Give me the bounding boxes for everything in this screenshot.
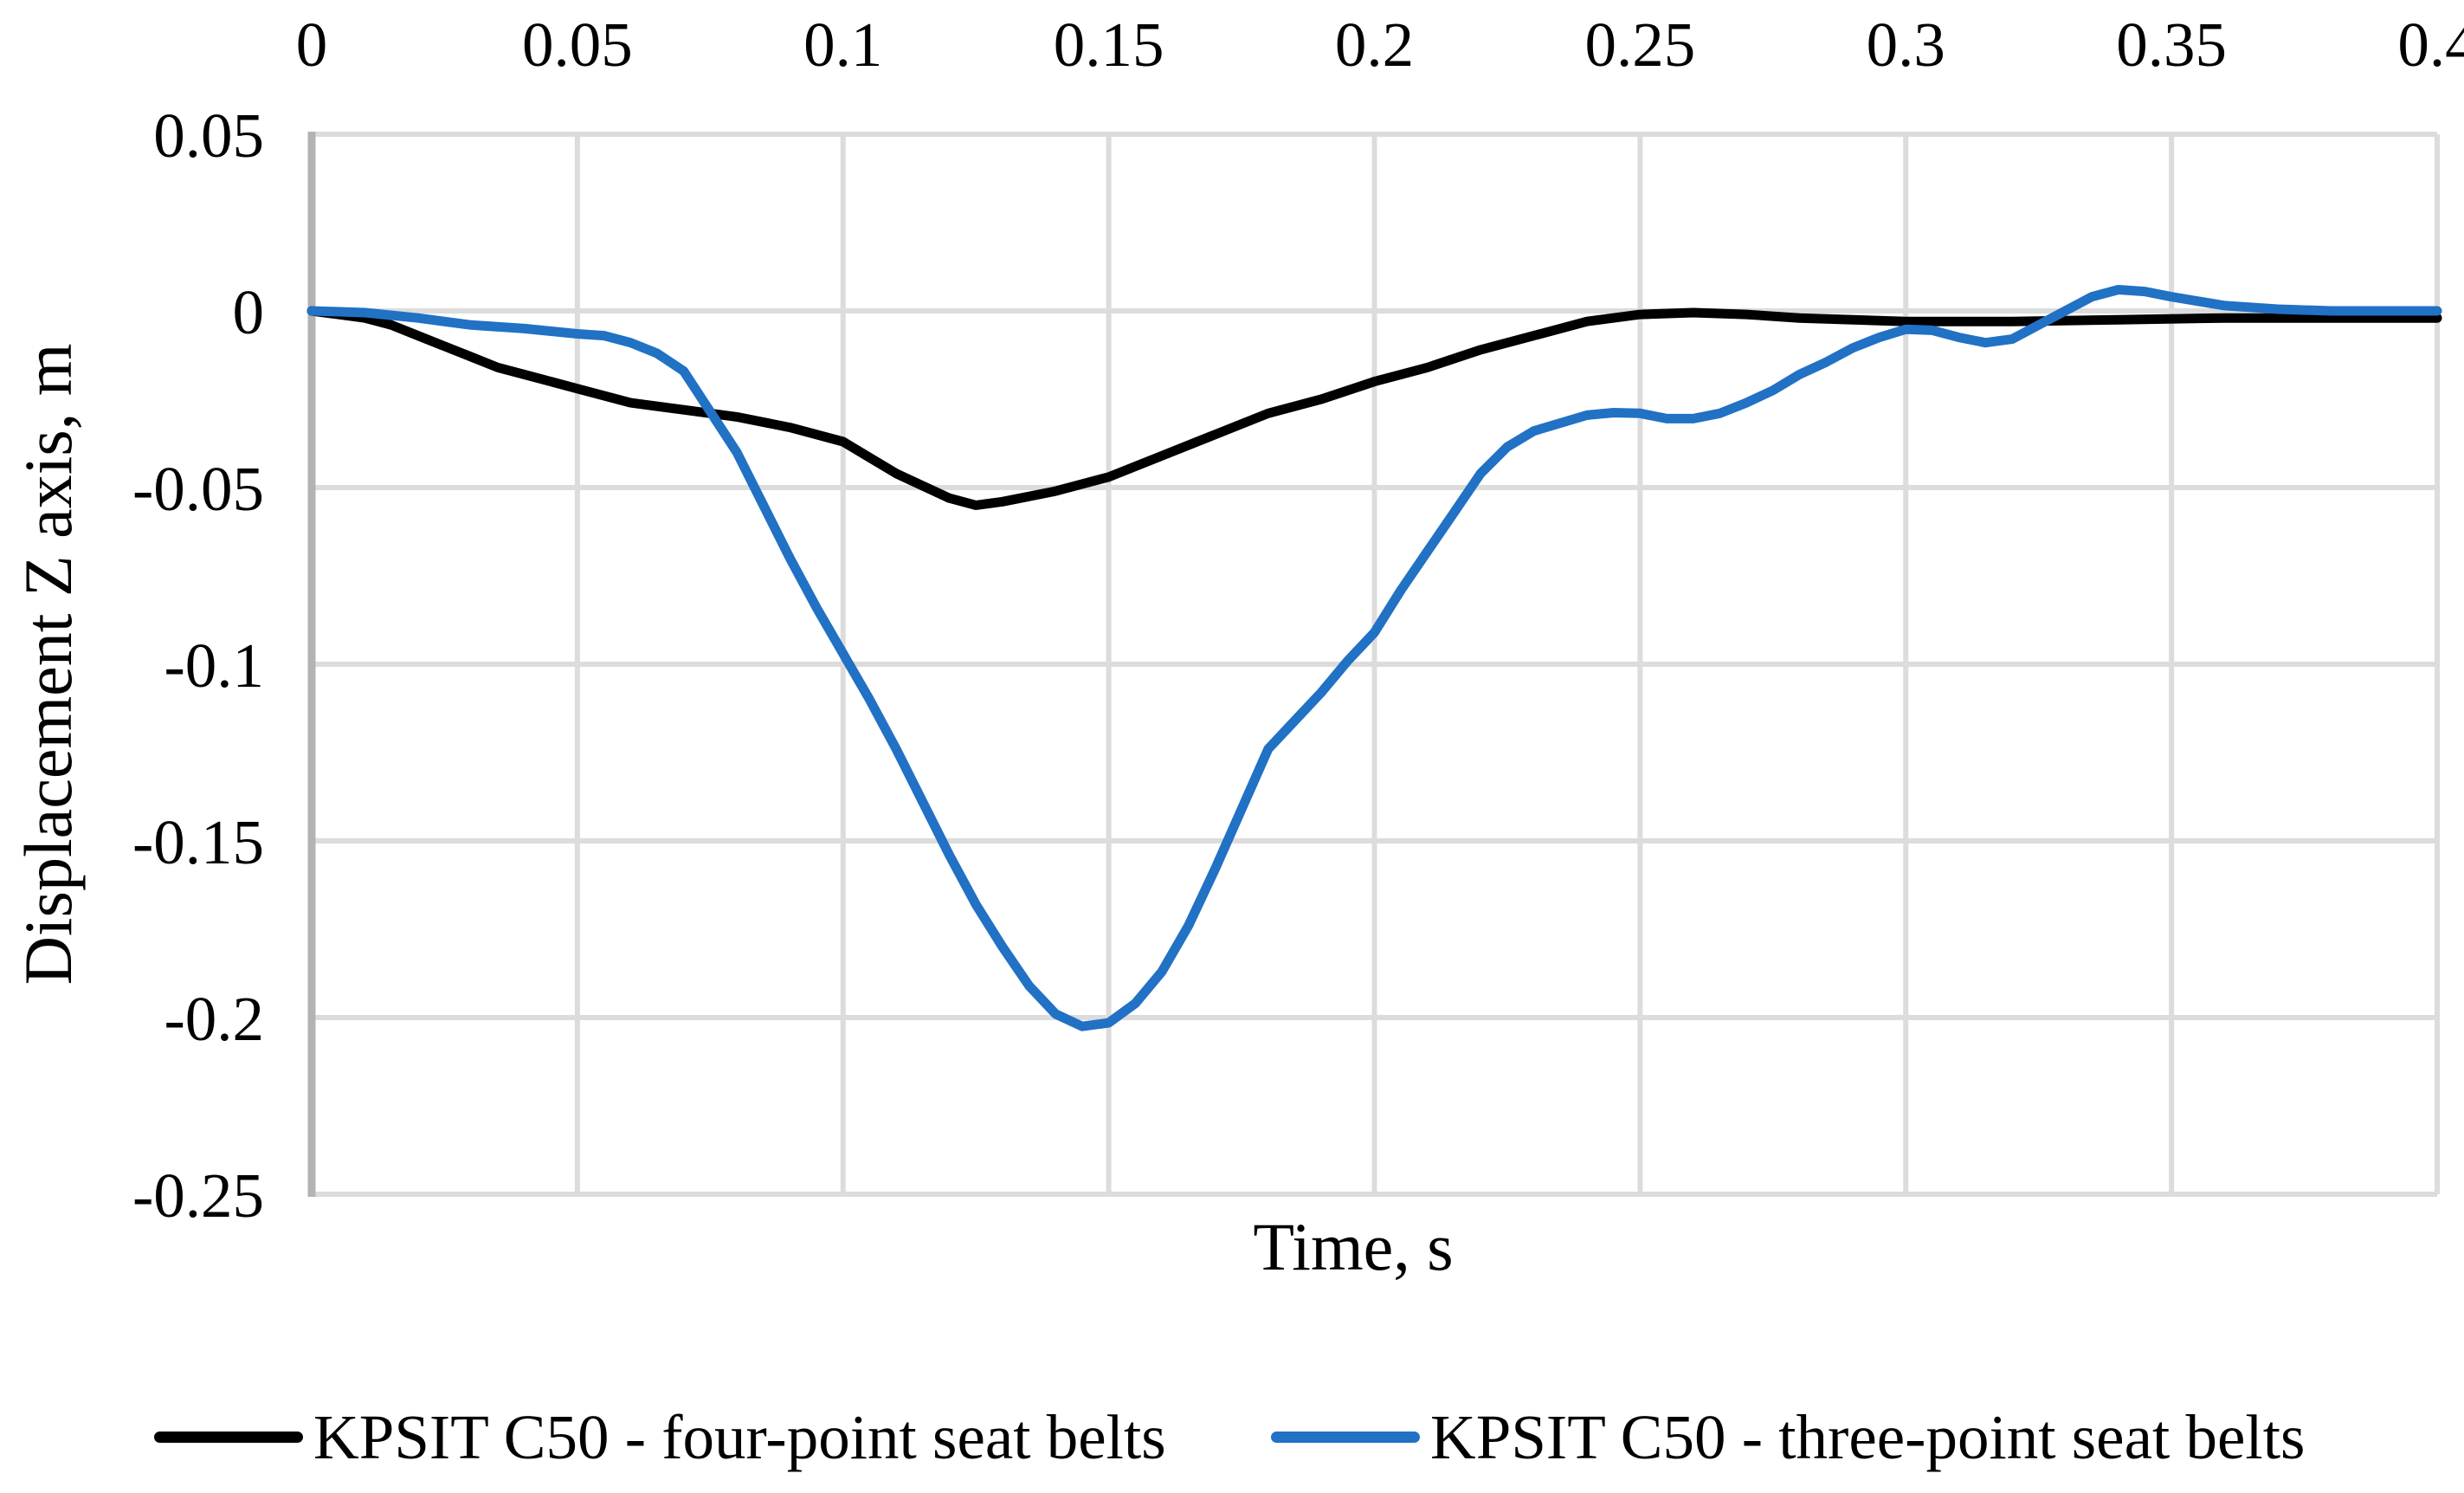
legend-entry-three-point: KPSIT C50 - three-point seat belts xyxy=(1271,1396,2305,1478)
series-line-three-point xyxy=(306,285,2442,1031)
y-tick-label: -0.15 xyxy=(132,807,264,877)
x-axis-title: Time, s xyxy=(1253,1209,1453,1284)
y-axis-tick-labels: 0.05 0 -0.05 -0.1 -0.15 -0.2 -0.25 xyxy=(132,100,264,1231)
x-tick-label: 0.3 xyxy=(1867,10,1945,80)
x-tick-label: 0.35 xyxy=(2116,10,2227,80)
legend-entry-four-point: KPSIT C50 - four-point seat belts xyxy=(154,1396,1166,1478)
x-tick-label: 0.25 xyxy=(1585,10,1696,80)
x-tick-label: 0.2 xyxy=(1335,10,1414,80)
y-tick-label: -0.05 xyxy=(132,454,264,524)
legend-label-four-point: KPSIT C50 - four-point seat belts xyxy=(313,1402,1166,1472)
series-lines xyxy=(306,285,2442,1031)
y-tick-label: -0.25 xyxy=(132,1160,264,1231)
y-tick-label: 0.05 xyxy=(153,100,264,171)
series-line-four-point xyxy=(306,306,2442,510)
x-tick-label: 0.05 xyxy=(522,10,633,80)
legend-label-three-point: KPSIT C50 - three-point seat belts xyxy=(1430,1402,2306,1472)
legend-swatch-blue-line-icon xyxy=(1271,1432,1420,1443)
x-tick-label: 0.4 xyxy=(2397,10,2464,80)
legend-swatch-black-line-icon xyxy=(154,1432,303,1443)
x-axis-tick-labels: 0 0.05 0.1 0.15 0.2 0.25 0.3 0.35 0.4 xyxy=(296,10,2464,80)
y-axis-title: Displacement Z axis, m xyxy=(10,344,86,986)
y-tick-label: 0 xyxy=(233,277,265,347)
y-tick-label: -0.1 xyxy=(164,630,264,701)
x-tick-label: 0.15 xyxy=(1054,10,1164,80)
y-tick-label: -0.2 xyxy=(164,984,264,1054)
x-tick-label: 0.1 xyxy=(803,10,882,80)
chart-legend: KPSIT C50 - four-point seat belts KPSIT … xyxy=(0,1396,2464,1478)
x-tick-label: 0 xyxy=(296,10,328,80)
